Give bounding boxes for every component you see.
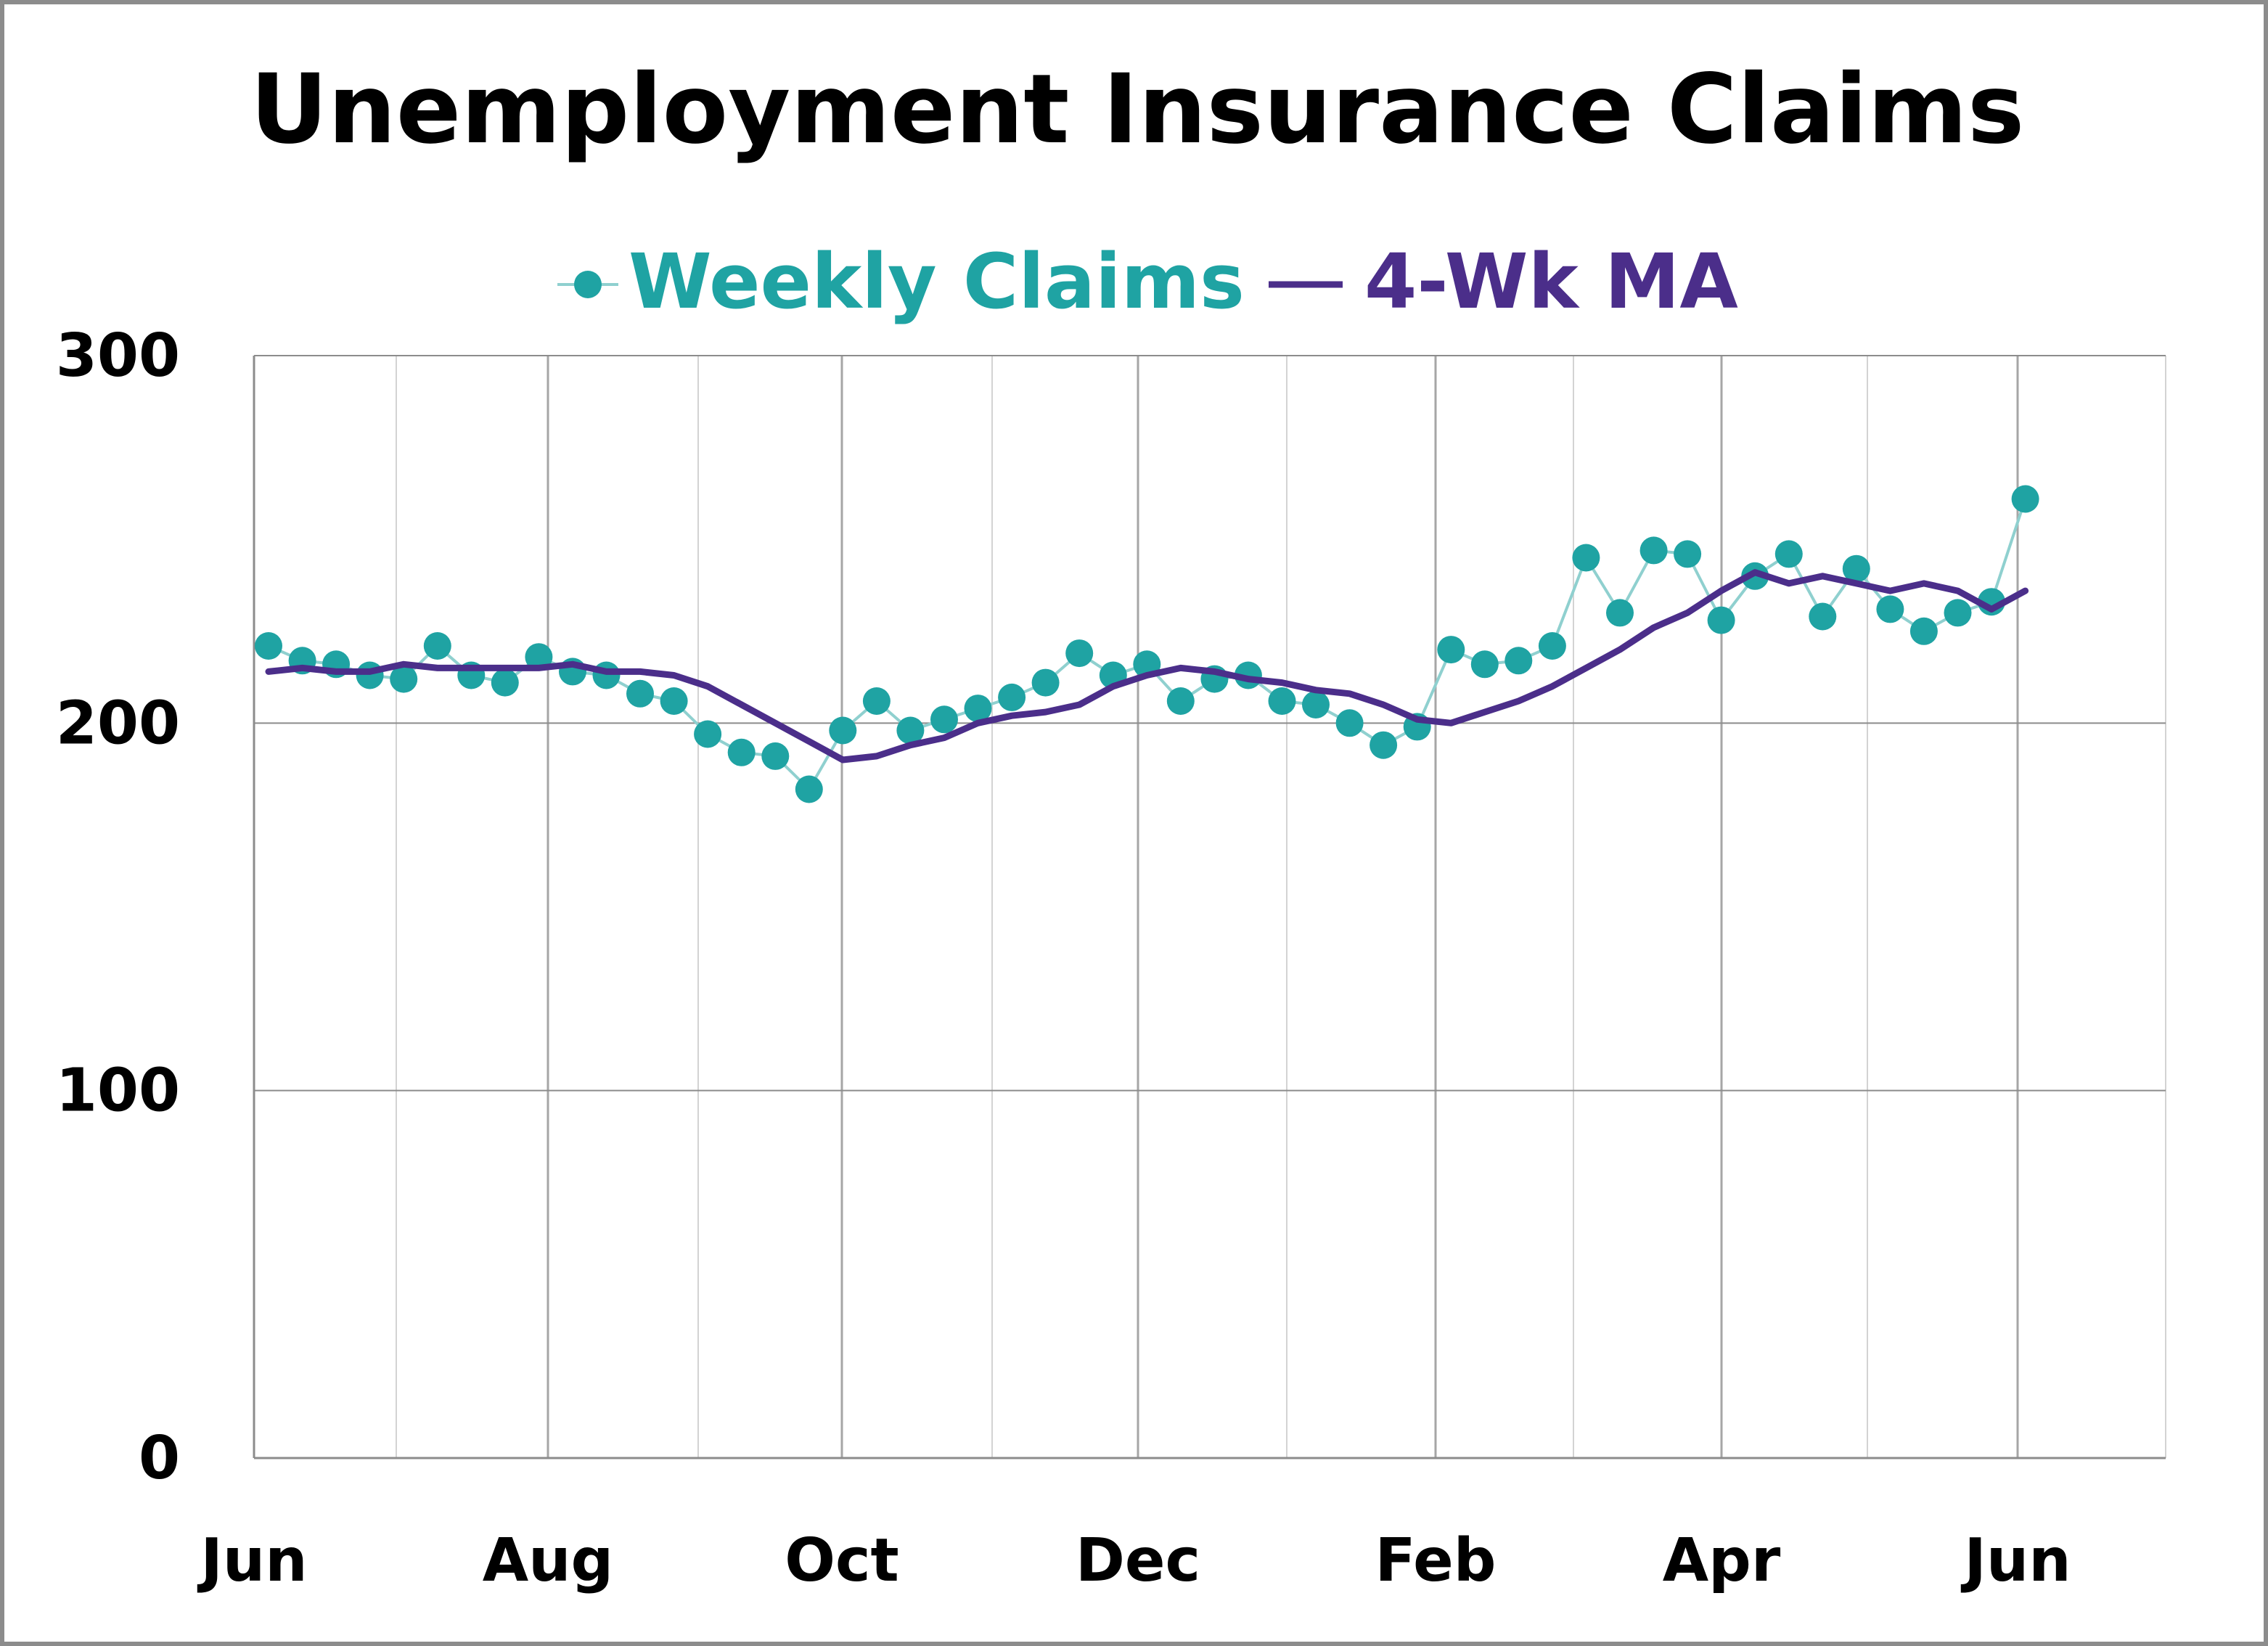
x-tick-label-6: Jun — [1960, 1526, 2071, 1595]
weekly-claims-point-7 — [491, 668, 519, 697]
x-tick-label-1: Aug — [483, 1526, 614, 1595]
weekly-claims-point-4 — [390, 665, 418, 693]
weekly-claims-point-39 — [1572, 544, 1600, 572]
weekly-claims-point-40 — [1606, 599, 1634, 627]
weekly-claims-point-12 — [660, 687, 688, 715]
weekly-claims-point-48 — [1876, 595, 1904, 623]
weekly-claims-point-38 — [1538, 632, 1566, 660]
weekly-claims-line — [268, 498, 2027, 791]
legend-weekly-marker — [574, 271, 602, 298]
weekly-claims-point-21 — [964, 695, 992, 723]
weekly-claims-point-45 — [1774, 540, 1803, 568]
weekly-claims-point-16 — [795, 775, 823, 803]
series-weekly-claims — [255, 485, 2039, 803]
weekly-claims-point-13 — [694, 720, 722, 748]
y-tick-label-3: 300 — [56, 322, 180, 390]
plot-area: 0 100 200 300 Jun Aug Oct Dec Feb Apr Jun — [56, 322, 2166, 1595]
weekly-claims-point-5 — [423, 632, 451, 660]
weekly-claims-point-19 — [896, 716, 925, 745]
axes — [253, 356, 2166, 1459]
x-tick-label-5: Apr — [1663, 1526, 1781, 1595]
weekly-claims-point-14 — [727, 738, 756, 766]
weekly-claims-point-20 — [930, 705, 958, 734]
weekly-claims-point-24 — [1065, 639, 1094, 668]
weekly-claims-point-41 — [1639, 536, 1668, 565]
weekly-claims-point-47 — [1842, 554, 1870, 583]
y-tick-label-1: 100 — [56, 1057, 180, 1126]
weekly-claims-point-11 — [626, 679, 654, 708]
chart-title: Unemployment Insurance Claims — [250, 54, 2025, 165]
weekly-claims-point-27 — [1166, 687, 1195, 715]
series-4wk-ma — [265, 569, 2029, 763]
legend-weekly-label: Weekly Claims — [629, 237, 1245, 326]
x-tick-label-4: Feb — [1375, 1526, 1496, 1595]
y-tick-labels: 0 100 200 300 — [56, 322, 180, 1493]
y-tick-label-0: 0 — [139, 1424, 180, 1493]
weekly-claims-point-49 — [1909, 617, 1938, 645]
weekly-claims-point-0 — [255, 632, 282, 660]
weekly-claims-point-36 — [1470, 650, 1499, 679]
weekly-claims-point-23 — [1031, 668, 1060, 697]
x-tick-label-0: Jun — [197, 1526, 307, 1595]
weekly-claims-point-30 — [1268, 687, 1296, 715]
legend-ma-label: 4-Wk MA — [1364, 237, 1738, 326]
weekly-claims-point-32 — [1335, 709, 1364, 737]
weekly-claims-point-37 — [1505, 647, 1533, 675]
weekly-claims-point-3 — [356, 661, 384, 689]
weekly-claims-point-46 — [1809, 602, 1837, 631]
x-tick-label-2: Oct — [785, 1526, 899, 1595]
x-tick-labels: Jun Aug Oct Dec Feb Apr Jun — [197, 1526, 2071, 1595]
weekly-claims-point-15 — [761, 742, 790, 770]
weekly-claims-point-33 — [1370, 731, 1398, 759]
x-tick-label-3: Dec — [1076, 1526, 1200, 1595]
weekly-claims-point-22 — [998, 683, 1026, 711]
legend: Weekly Claims 4-Wk MA — [557, 237, 1738, 326]
weekly-claims-point-43 — [1707, 606, 1735, 634]
vertical-gridlines — [253, 356, 2166, 1458]
weekly-claims-point-42 — [1674, 540, 1702, 568]
weekly-claims-point-52 — [2011, 485, 2039, 513]
ma-line — [265, 569, 2029, 763]
weekly-claims-point-50 — [1944, 599, 1972, 627]
weekly-claims-point-10 — [592, 661, 621, 689]
weekly-claims-point-18 — [862, 687, 891, 715]
weekly-claims-point-35 — [1437, 636, 1465, 664]
weekly-claims-point-31 — [1302, 691, 1330, 718]
y-tick-label-2: 200 — [56, 689, 180, 758]
weekly-claims-point-17 — [829, 716, 857, 745]
weekly-claims-point-8 — [525, 643, 553, 671]
horizontal-gridlines — [254, 355, 2166, 1459]
